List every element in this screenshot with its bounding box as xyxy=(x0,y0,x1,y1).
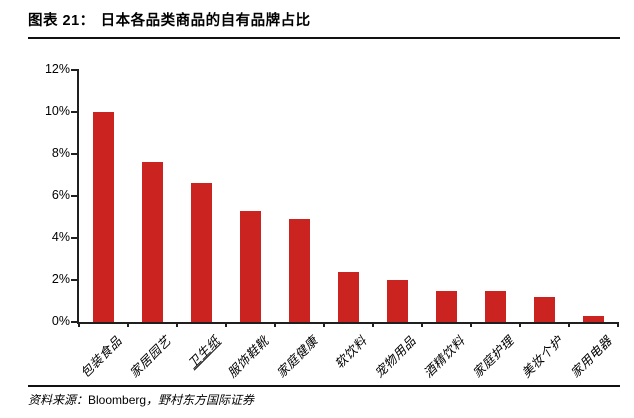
x-category-label: 美妆个护 xyxy=(519,333,567,381)
y-axis-tick-label: 8% xyxy=(51,146,70,160)
y-axis-tick-label: 12% xyxy=(44,62,70,76)
y-axis-tick-label: 4% xyxy=(51,230,70,244)
y-axis-tick xyxy=(71,237,77,239)
bar-家庭护理 xyxy=(485,290,506,322)
y-axis-tick xyxy=(71,111,77,113)
x-axis-tick xyxy=(617,322,619,327)
bar-家用电器 xyxy=(583,315,604,322)
x-axis-tick xyxy=(176,322,178,327)
bar-家庭健康 xyxy=(289,219,310,322)
y-axis-tick xyxy=(71,153,77,155)
x-axis-tick xyxy=(470,322,472,327)
figure-title: 图表 21： 日本各品类商品的自有品牌占比 xyxy=(28,9,311,30)
bar-美妆个护 xyxy=(534,296,555,322)
bar-卫生纸 xyxy=(191,183,212,322)
x-category-label: 软饮料 xyxy=(332,333,371,372)
figure-title-text: 日本各品类商品的自有品牌占比 xyxy=(100,13,311,29)
bar-服饰鞋靴 xyxy=(240,210,261,322)
x-category-label: 包装食品 xyxy=(78,333,126,381)
bar-酒精饮料 xyxy=(436,290,457,322)
x-category-label: 酒精饮料 xyxy=(421,333,469,381)
source-prefix: 资料来源： xyxy=(28,393,89,407)
bar-宠物用品 xyxy=(387,280,408,322)
x-axis-tick xyxy=(225,322,227,327)
source-name: Bloomberg xyxy=(88,393,147,407)
x-category-label: 家庭健康 xyxy=(274,333,322,381)
x-axis-line xyxy=(77,322,619,324)
y-axis-tick xyxy=(71,69,77,71)
y-axis-line xyxy=(77,69,79,323)
y-axis-tick xyxy=(71,279,77,281)
y-axis-tick-label: 2% xyxy=(51,272,70,286)
bar-包装食品 xyxy=(93,112,114,322)
source-note: 资料来源：Bloomberg，野村东方国际证券 xyxy=(28,391,254,408)
x-axis-tick xyxy=(127,322,129,327)
x-axis-tick xyxy=(274,322,276,327)
x-axis-tick xyxy=(421,322,423,327)
figure-number-label: 图表 21： xyxy=(28,13,95,29)
y-axis-tick-label: 0% xyxy=(51,314,70,328)
title-divider xyxy=(28,37,620,39)
bar-家居园艺 xyxy=(142,162,163,322)
x-axis-tick xyxy=(323,322,325,327)
x-axis-tick xyxy=(568,322,570,327)
x-category-label: 卫生纸 xyxy=(185,333,224,372)
y-axis-tick xyxy=(71,195,77,197)
source-divider xyxy=(28,385,620,387)
bar-软饮料 xyxy=(338,271,359,322)
y-axis-tick xyxy=(71,321,77,323)
x-axis-tick xyxy=(519,322,521,327)
x-category-label: 家庭护理 xyxy=(470,333,518,381)
x-category-label: 宠物用品 xyxy=(372,333,420,381)
x-axis-tick xyxy=(372,322,374,327)
y-axis-tick-label: 10% xyxy=(44,104,70,118)
x-category-label: 家居园艺 xyxy=(127,333,175,381)
y-axis-tick-label: 6% xyxy=(51,188,70,202)
x-category-label: 家用电器 xyxy=(568,333,616,381)
x-category-label: 服饰鞋靴 xyxy=(225,333,273,381)
x-axis-tick xyxy=(78,322,80,327)
source-suffix: ，野村东方国际证券 xyxy=(146,393,255,407)
